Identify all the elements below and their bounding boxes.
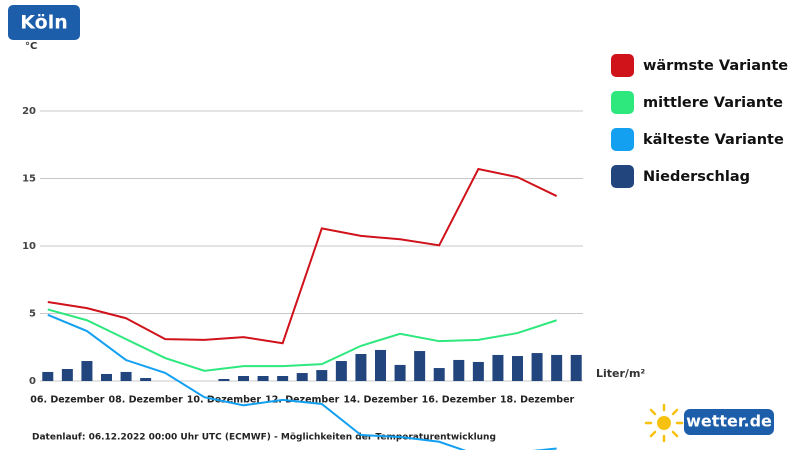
temperature-line: [47, 167, 558, 345]
y2-axis-label: Liter/m²: [596, 367, 645, 380]
legend-swatch: [611, 91, 634, 114]
y-tick-label: 0: [29, 376, 36, 387]
y-tick-label: 5: [29, 309, 36, 320]
x-tick-label: 14. Dezember: [343, 395, 418, 406]
x-tick-label: 12. Dezember: [265, 395, 340, 406]
legend-label: mittlere Variante: [643, 95, 783, 111]
legend-label: Niederschlag: [643, 169, 750, 185]
y-tick-label: 15: [22, 174, 36, 185]
logo-box: [684, 409, 774, 435]
precip-bar: [355, 354, 367, 381]
temperature-line: [47, 308, 557, 372]
precip-bar: [257, 376, 269, 381]
precip-bar: [61, 368, 73, 381]
precip-bar: [277, 376, 289, 381]
precip-bar: [140, 378, 152, 381]
precip-bar: [81, 361, 93, 381]
logo-sun: [657, 416, 671, 430]
x-tick-label: 18. Dezember: [500, 395, 575, 406]
y-tick-label: 20: [22, 106, 36, 117]
legend-swatch: [611, 128, 634, 151]
precip-bar: [101, 373, 112, 381]
temperature-line: [47, 313, 557, 450]
legend-label: wärmste Variante: [643, 58, 788, 74]
x-tick-label: 10. Dezember: [187, 395, 262, 406]
footnote: Datenlauf: 06.12.2022 00:00 Uhr UTC (ECM…: [32, 433, 496, 443]
precip-bar: [414, 351, 426, 381]
precip-bar: [375, 349, 386, 381]
precip-bar: [570, 354, 582, 381]
legend-swatch: [611, 165, 634, 188]
logo: wetter.de: [644, 403, 774, 443]
precip-bar: [551, 354, 563, 381]
y-axis-label: °C: [25, 41, 37, 52]
precip-bar: [218, 378, 230, 381]
x-tick-label: 08. Dezember: [109, 395, 184, 406]
legend-swatch: [611, 54, 634, 77]
precip-bar: [42, 371, 54, 381]
legend-label: kälteste Variante: [643, 132, 784, 148]
precip-bar: [531, 353, 543, 381]
title-box: [8, 5, 80, 40]
precip-bar: [335, 361, 347, 381]
logo-rays: [644, 403, 684, 443]
precip-bar: [296, 373, 308, 381]
precip-bar: [433, 368, 445, 381]
precip-bar: [492, 354, 504, 381]
precip-bar: [316, 370, 328, 381]
precip-bar: [238, 376, 249, 381]
precip-bar: [394, 364, 406, 381]
chart-title: Köln: [20, 12, 67, 34]
plot-area: [42, 167, 582, 450]
y-tick-label: 10: [22, 241, 36, 252]
x-tick-label: 06. Dezember: [30, 395, 105, 406]
precip-bar: [453, 359, 465, 381]
precip-bar: [512, 356, 523, 381]
precip-bar: [120, 371, 132, 381]
precip-bar: [472, 361, 484, 381]
logo-text: wetter.de: [686, 412, 772, 431]
x-tick-label: 16. Dezember: [422, 395, 497, 406]
